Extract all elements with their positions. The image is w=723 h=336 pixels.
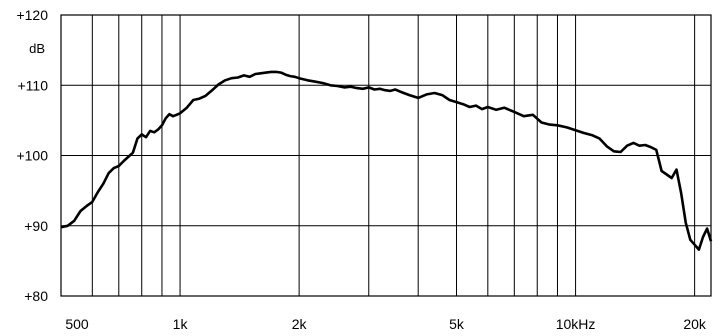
y-tick-label: +90	[24, 218, 48, 234]
x-axis-labels: 500 1k 2k 5k 10kHz 20k	[65, 316, 707, 332]
y-tick-label: +110	[18, 77, 49, 93]
y-axis-unit-label: dB	[29, 41, 45, 56]
y-axis-labels: +80 +90 +100 +110 +120	[16, 7, 48, 304]
x-tick-label: 10kHz	[556, 316, 596, 332]
x-tick-label: 5k	[449, 316, 465, 332]
y-tick-label: +120	[16, 7, 48, 23]
grid	[60, 14, 711, 297]
y-tick-label: +80	[24, 288, 48, 304]
y-tick-label: +100	[16, 148, 48, 164]
x-tick-label: 1k	[173, 316, 189, 332]
x-tick-label: 500	[65, 316, 89, 332]
x-tick-label: 20k	[683, 316, 707, 332]
x-tick-label: 2k	[292, 316, 308, 332]
plot-frame	[60, 14, 712, 297]
frequency-response-line	[60, 70, 713, 251]
